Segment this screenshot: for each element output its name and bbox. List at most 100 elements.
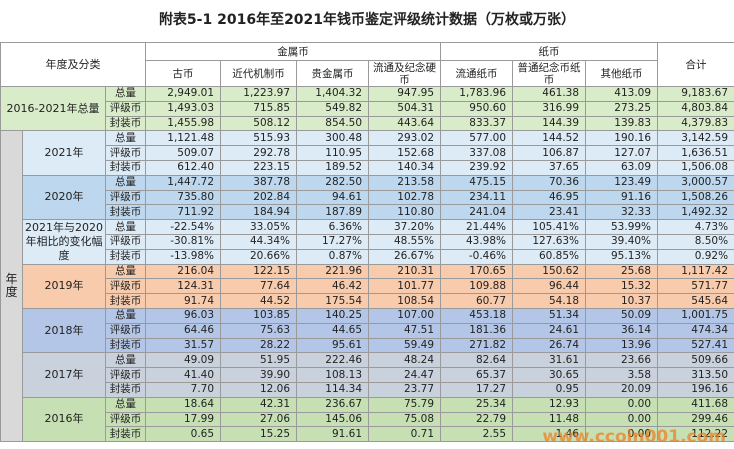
value-cell: 144.52 <box>512 130 587 147</box>
value-cell: 453.18 <box>440 307 514 324</box>
value-cell: 91.74 <box>145 293 222 309</box>
value-cell: 96.44 <box>512 278 587 295</box>
value-cell: 4,379.83 <box>657 115 734 132</box>
value-cell: 50.09 <box>585 307 659 324</box>
value-cell: 0.00 <box>585 411 659 428</box>
value-cell: 474.34 <box>657 322 734 339</box>
value-cell: 509.66 <box>657 352 734 369</box>
table-row: 评级币 124.31 77.64 46.42 101.77 109.88 96.44 15.3… <box>1 278 734 295</box>
value-cell: 108.54 <box>368 293 442 309</box>
value-cell: 109.88 <box>440 278 514 295</box>
column-header: 流通及纪念硬币 <box>368 60 442 87</box>
row-label: 总量 <box>104 174 147 191</box>
value-cell: 3,000.57 <box>657 174 734 191</box>
value-cell: 95.61 <box>296 337 370 354</box>
value-cell: 1.46 <box>512 426 587 443</box>
value-cell: 2,949.01 <box>145 86 222 102</box>
row-label: 总量 <box>104 396 147 413</box>
value-cell: 833.37 <box>440 115 514 132</box>
value-cell: 300.48 <box>296 130 370 147</box>
value-cell: 110.80 <box>368 204 442 221</box>
value-cell: 1,508.26 <box>657 189 734 206</box>
value-cell: 26.74 <box>512 337 587 354</box>
value-cell: 30.65 <box>512 367 587 383</box>
table-row: 评级币 41.40 39.90 108.13 24.47 65.37 30.65 3.58 31… <box>1 367 734 383</box>
value-cell: -30.81% <box>145 233 222 250</box>
value-cell: 51.34 <box>512 307 587 324</box>
table-row: 2016年 总量 18.64 42.31 236.67 75.79 25.34 12.93 0.… <box>1 396 734 443</box>
year-label: 2018年 <box>22 307 106 354</box>
value-cell: 127.07 <box>585 145 659 161</box>
table-row: 评级币 64.46 75.63 44.65 47.51 181.36 24.61 36.14 4… <box>1 322 734 339</box>
value-cell: 2.55 <box>440 426 514 443</box>
year-label: 2020年 <box>22 174 106 221</box>
value-cell: 170.65 <box>440 263 514 280</box>
value-cell: 413.09 <box>585 86 659 102</box>
table-row: 2019年 总量 216.04 122.15 221.96 210.31 170.65 150… <box>1 263 734 309</box>
value-cell: 21.44% <box>440 219 514 235</box>
value-cell: 106.87 <box>512 145 587 161</box>
row-label: 封装币 <box>104 115 147 132</box>
column-header: 贵金属币 <box>296 60 370 87</box>
value-cell: 51.95 <box>220 352 298 369</box>
value-cell: 47.51 <box>368 322 442 339</box>
corner-header: 年度及分类 <box>0 42 147 87</box>
value-cell: 24.47 <box>368 367 442 383</box>
value-cell: 96.03 <box>145 307 222 324</box>
value-cell: 571.77 <box>657 278 734 295</box>
value-cell: 3.58 <box>585 367 659 383</box>
value-cell: 189.52 <box>296 159 370 176</box>
value-cell: 25.34 <box>440 396 514 413</box>
value-cell: 150.62 <box>512 263 587 280</box>
value-cell: 48.24 <box>368 352 442 369</box>
value-cell: 10.37 <box>585 293 659 309</box>
value-cell: 75.79 <box>368 396 442 413</box>
value-cell: 12.93 <box>512 396 587 413</box>
value-cell: 1,493.03 <box>145 100 222 117</box>
value-cell: 108.13 <box>296 367 370 383</box>
value-cell: 443.64 <box>368 115 442 132</box>
value-cell: 299.46 <box>657 411 734 428</box>
value-cell: 0.92% <box>657 248 734 265</box>
value-cell: 216.04 <box>145 263 222 280</box>
value-cell: 549.82 <box>296 100 370 117</box>
table-row: 2017年 总量 49.09 51.95 222.46 48.24 82.64 31.61 23… <box>1 352 734 398</box>
value-cell: 31.57 <box>145 337 222 354</box>
value-cell: 122.15 <box>220 263 298 280</box>
value-cell: 31.61 <box>512 352 587 369</box>
value-cell: 91.61 <box>296 426 370 443</box>
table-row: 2016-2021年总量 总量 2,949.01 1,223.97 1,404.32 94… <box>0 85 734 132</box>
value-cell: 273.25 <box>585 100 659 117</box>
value-cell: 139.83 <box>585 115 659 132</box>
value-cell: 202.84 <box>220 189 298 206</box>
value-cell: 545.64 <box>657 293 734 309</box>
year-label: 2016年 <box>22 396 106 443</box>
value-cell: 222.46 <box>296 352 370 369</box>
table-row: 评级币 509.07 292.78 110.95 152.68 337.08 106.87 1… <box>1 145 734 161</box>
value-cell: 196.16 <box>657 381 734 398</box>
value-cell: 44.52 <box>220 293 298 309</box>
value-cell: 337.08 <box>440 145 514 161</box>
value-cell: 11.48 <box>512 411 587 428</box>
value-cell: 123.49 <box>585 174 659 191</box>
value-cell: 60.77 <box>440 293 514 309</box>
value-cell: 110.95 <box>296 145 370 161</box>
value-cell: -22.54% <box>145 219 222 235</box>
total-header: 合计 <box>657 42 734 87</box>
section-label: 2016-2021年总量 <box>0 85 106 132</box>
value-cell: 854.50 <box>296 115 370 132</box>
value-cell: 612.40 <box>145 159 222 176</box>
value-cell: 23.77 <box>368 381 442 398</box>
row-label: 总量 <box>104 263 147 280</box>
value-cell: 39.90 <box>220 367 298 383</box>
value-cell: 504.31 <box>368 100 442 117</box>
table-row: 封装币 0.65 15.25 91.61 0.71 2.55 1.46 0.00 112.22 <box>1 426 734 443</box>
value-cell: 8.50% <box>657 233 734 250</box>
value-cell: 1,636.51 <box>657 145 734 161</box>
value-cell: 94.61 <box>296 189 370 206</box>
value-cell: 282.50 <box>296 174 370 191</box>
value-cell: 152.68 <box>368 145 442 161</box>
value-cell: 271.82 <box>440 337 514 354</box>
value-cell: 95.13% <box>585 248 659 265</box>
value-cell: 63.09 <box>585 159 659 176</box>
